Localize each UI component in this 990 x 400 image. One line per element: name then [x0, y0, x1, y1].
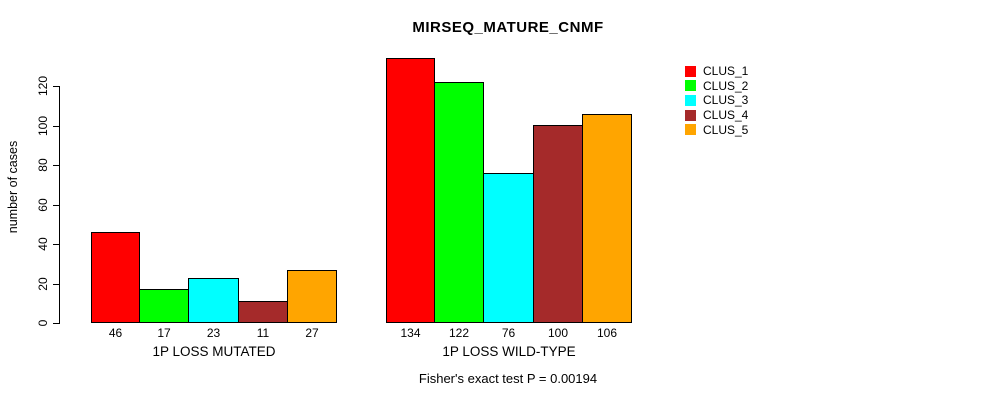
legend-item-clus-3: CLUS_3: [685, 93, 748, 108]
bar-value-label: 11: [256, 326, 270, 340]
y-axis-tick-label: 60: [36, 198, 50, 212]
bar-clus-5-group1: [287, 270, 337, 323]
legend-item-clus-2: CLUS_2: [685, 79, 748, 94]
x-axis-group-label: 1P LOSS MUTATED: [152, 344, 276, 359]
y-axis-tick-label: 0: [36, 319, 50, 327]
legend-label: CLUS_3: [703, 93, 749, 108]
y-axis-tick-label: 20: [36, 277, 50, 291]
y-axis-line: [59, 86, 60, 324]
y-axis-tick: [53, 205, 59, 206]
statistical-test-caption: Fisher's exact test P = 0.00194: [418, 371, 598, 386]
y-axis-tick: [53, 323, 59, 324]
legend-label: CLUS_5: [703, 122, 749, 137]
y-axis-tick-label: 40: [36, 237, 50, 251]
bar-clus-1-group2: [386, 58, 435, 323]
bar-value-label: 17: [157, 326, 171, 340]
legend-item-clus-1: CLUS_1: [685, 64, 748, 79]
legend-item-clus-5: CLUS_5: [685, 122, 748, 137]
bar-clus-4-group1: [238, 301, 288, 323]
y-axis-tick: [53, 284, 59, 285]
legend-swatch-clus-3: [685, 94, 696, 106]
legend-swatch-clus-1: [685, 65, 696, 77]
bar-value-label: 122: [448, 326, 470, 340]
legend-item-clus-4: CLUS_4: [685, 108, 748, 123]
bar-value-label: 106: [596, 326, 618, 340]
y-axis-tick: [53, 165, 59, 166]
y-axis-tick-label: 100: [36, 115, 50, 137]
bar-clus-2-group1: [139, 289, 189, 323]
legend: CLUS_1 CLUS_2 CLUS_3 CLUS_4 CLUS_5: [685, 64, 748, 137]
bar-clus-4-group2: [533, 125, 583, 323]
bar-clus-3-group2: [483, 173, 534, 323]
y-axis-title: number of cases: [6, 140, 20, 234]
x-axis-group-label: 1P LOSS WILD-TYPE: [442, 344, 576, 359]
bar-value-label: 27: [305, 326, 319, 340]
legend-label: CLUS_2: [703, 78, 749, 93]
bar-value-label: 134: [400, 326, 421, 340]
y-axis-tick-label: 120: [36, 75, 50, 97]
bar-clus-3-group1: [188, 278, 239, 323]
legend-swatch-clus-2: [685, 80, 696, 92]
legend-label: CLUS_4: [703, 108, 749, 123]
y-axis-tick: [53, 126, 59, 127]
y-axis-tick-label: 80: [36, 158, 50, 172]
bar-clus-2-group2: [434, 82, 484, 323]
bar-value-label: 46: [108, 326, 123, 340]
bar-clus-5-group2: [582, 114, 632, 323]
bar-value-label: 76: [501, 326, 516, 340]
legend-swatch-clus-5: [685, 124, 696, 136]
chart-title: MIRSEQ_MATURE_CNMF: [412, 19, 604, 36]
bar-value-label: 100: [547, 326, 569, 340]
bar-clus-1-group1: [91, 232, 140, 323]
legend-label: CLUS_1: [703, 64, 749, 79]
bar-value-label: 23: [206, 326, 221, 340]
y-axis-tick: [53, 244, 59, 245]
legend-swatch-clus-4: [685, 109, 696, 121]
y-axis-tick: [53, 86, 59, 87]
